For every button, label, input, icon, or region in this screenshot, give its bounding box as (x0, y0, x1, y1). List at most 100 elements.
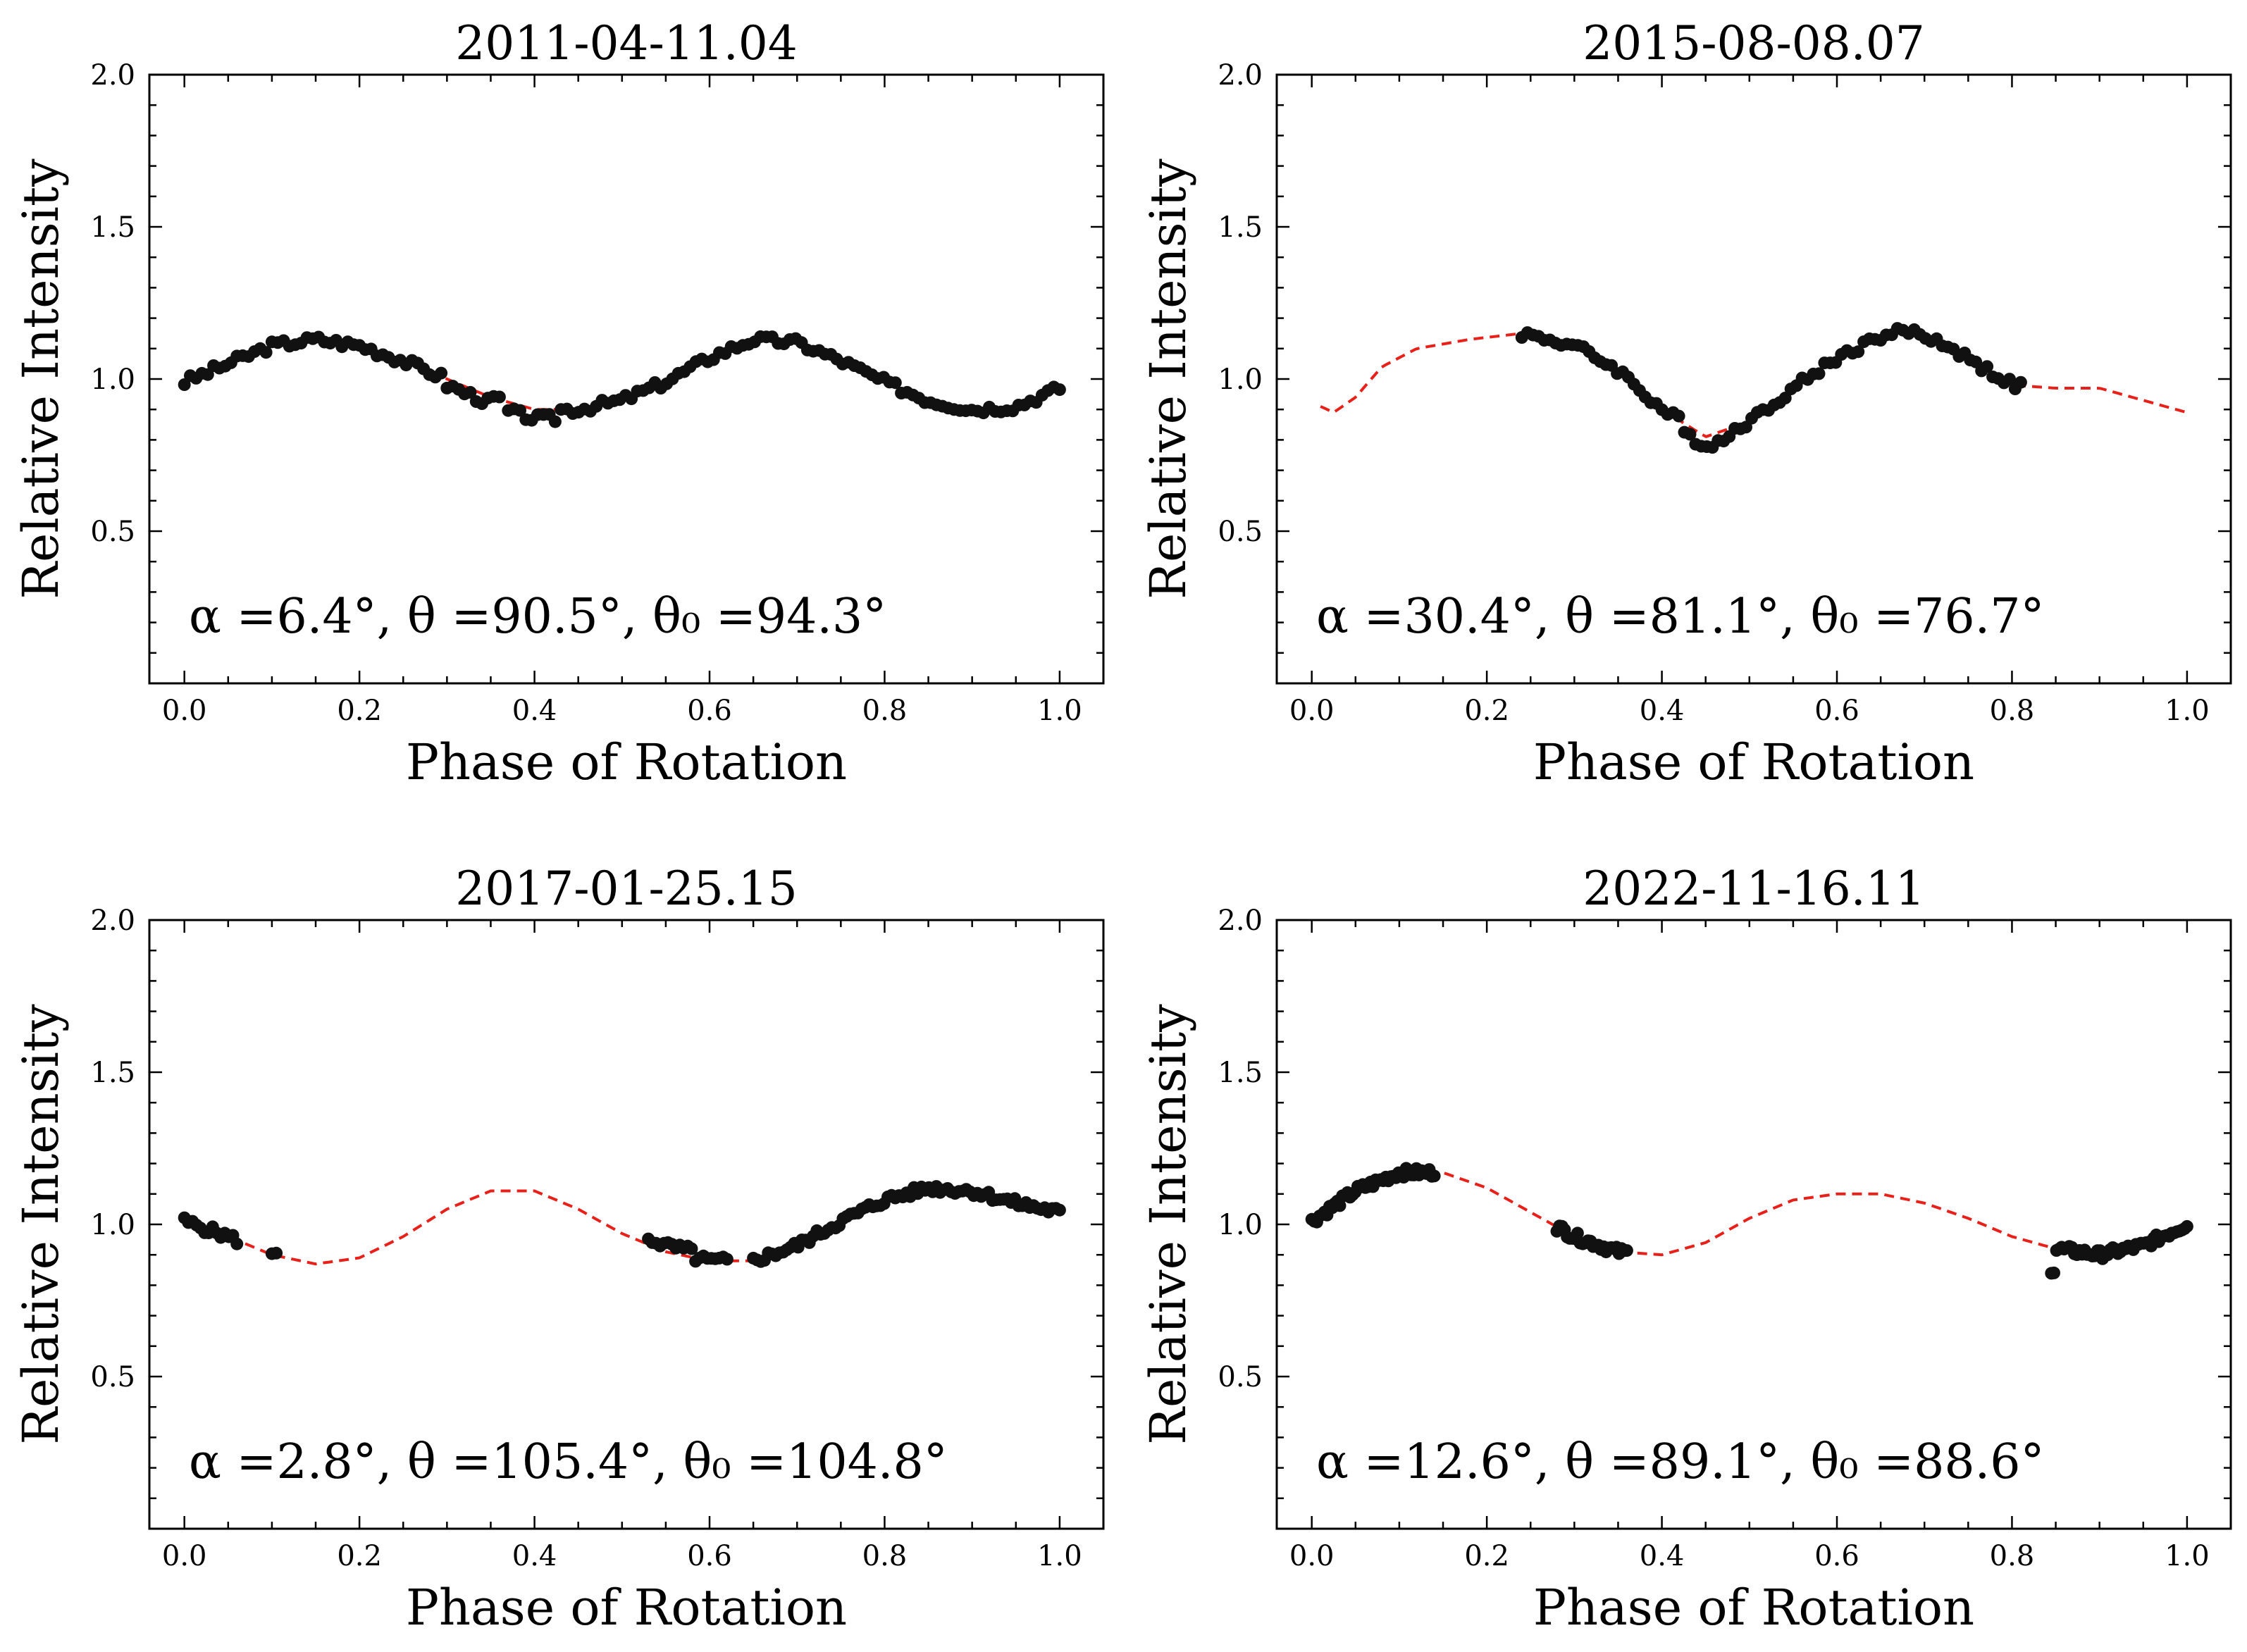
x-tick-label: 1.0 (2165, 695, 2210, 727)
x-tick-label: 0.4 (512, 1540, 557, 1572)
data-point (270, 1246, 283, 1260)
y-tick-label: 0.5 (1218, 516, 1263, 548)
y-tick-label: 1.0 (1218, 1209, 1263, 1241)
x-axis: 0.0 0.2 0.4 0.6 0.8 1.0 (162, 75, 1082, 727)
model-curve (184, 1186, 1060, 1266)
y-tick-label: 1.0 (1218, 364, 1263, 396)
observed-points (1305, 1162, 2193, 1280)
y-axis: 0.5 1.0 1.5 2.0 (90, 59, 1103, 685)
data-point (1571, 1226, 1584, 1240)
y-axis-label: Relative Intensity (1139, 159, 1197, 600)
x-axis: 0.0 0.2 0.4 0.6 0.8 1.0 (1289, 75, 2210, 727)
y-tick-label: 0.5 (90, 1361, 135, 1393)
y-axis: 0.5 1.0 1.5 2.0 (1218, 59, 2231, 685)
data-point (2048, 1266, 2060, 1279)
data-point (685, 1242, 698, 1255)
y-axis-label: Relative Intensity (12, 1004, 70, 1445)
chart-title: 2015-08-08.07 (1583, 16, 1925, 70)
x-tick-label: 0.6 (1814, 695, 1859, 727)
data-point (2003, 373, 2016, 386)
data-point (178, 378, 191, 391)
y-tick-label: 1.0 (90, 1209, 135, 1241)
x-tick-label: 0.8 (862, 695, 908, 727)
y-tick-label: 1.5 (90, 211, 135, 244)
y-tick-label: 2.0 (1218, 59, 1263, 92)
data-point (1812, 367, 1826, 380)
data-point (201, 368, 214, 381)
subplot-2: 2015-08-08.07 0.0 0.2 0.4 0.6 0.8 1.0 Phase of … (1139, 16, 2232, 791)
parameter-annotation: α =30.4°, θ =81.1°, θ₀ =76.7° (1316, 589, 2045, 645)
data-point (720, 1253, 733, 1266)
x-tick-label: 0.4 (1640, 695, 1685, 727)
x-tick-label: 0.2 (337, 695, 382, 727)
y-tick-label: 1.0 (90, 364, 135, 396)
x-tick-label: 0.2 (337, 1540, 382, 1572)
y-tick-label: 2.0 (1218, 905, 1263, 937)
x-tick-label: 1.0 (1037, 1540, 1082, 1572)
x-tick-label: 0.0 (1289, 695, 1335, 727)
x-axis: 0.0 0.2 0.4 0.6 0.8 1.0 (162, 920, 1082, 1572)
x-tick-label: 1.0 (2165, 1540, 2210, 1572)
x-axis-label: Phase of Rotation (1533, 1579, 1974, 1637)
observed-points (1515, 322, 2027, 454)
data-point (1053, 383, 1066, 397)
x-tick-label: 0.8 (862, 1540, 908, 1572)
data-point (1428, 1169, 1441, 1183)
y-axis: 0.5 1.0 1.5 2.0 (90, 905, 1103, 1530)
y-tick-label: 0.5 (1218, 1361, 1263, 1393)
data-point (493, 390, 506, 404)
x-axis: 0.0 0.2 0.4 0.6 0.8 1.0 (1289, 920, 2210, 1572)
x-tick-label: 0.8 (1990, 1540, 2035, 1572)
x-tick-label: 0.0 (162, 695, 207, 727)
x-axis-label: Phase of Rotation (406, 733, 847, 791)
parameter-annotation: α =6.4°, θ =90.5°, θ₀ =94.3° (189, 589, 886, 645)
subplot-1: 2011-04-11.04 0.0 0.2 0.4 0.6 0.8 1.0 Phase of … (12, 16, 1105, 791)
x-axis-label: Phase of Rotation (1533, 733, 1974, 791)
y-tick-label: 2.0 (90, 59, 135, 92)
x-tick-label: 0.0 (1289, 1540, 1335, 1572)
data-point (435, 366, 448, 380)
y-tick-label: 2.0 (90, 905, 135, 937)
observed-points (178, 1180, 1066, 1268)
data-point (1672, 409, 1685, 423)
x-tick-label: 0.4 (512, 695, 557, 727)
x-tick-label: 0.4 (1640, 1540, 1685, 1572)
y-tick-label: 1.5 (1218, 211, 1263, 244)
chart-title: 2017-01-25.15 (455, 862, 798, 916)
data-point (889, 376, 902, 390)
x-axis-label: Phase of Rotation (406, 1579, 847, 1637)
data-point (548, 415, 562, 428)
y-axis: 0.5 1.0 1.5 2.0 (1218, 905, 2231, 1530)
observed-points (178, 330, 1066, 428)
data-point (230, 1237, 244, 1250)
y-axis-label: Relative Intensity (1139, 1004, 1197, 1445)
model-curve (1311, 1171, 2188, 1257)
data-point (1333, 1199, 1347, 1212)
x-tick-label: 0.2 (1464, 695, 1509, 727)
chart-title: 2011-04-11.04 (455, 16, 798, 70)
data-point (514, 404, 526, 417)
data-point (2014, 375, 2027, 389)
x-tick-label: 0.6 (1814, 1540, 1859, 1572)
subplot-3: 2017-01-25.15 0.0 0.2 0.4 0.6 0.8 1.0 Phase of … (12, 862, 1105, 1637)
parameter-annotation: α =2.8°, θ =105.4°, θ₀ =104.8° (189, 1434, 948, 1490)
x-tick-label: 0.6 (687, 695, 732, 727)
x-tick-label: 0.8 (1990, 695, 2035, 727)
data-point (1053, 1203, 1066, 1217)
data-point (1852, 345, 1865, 359)
chart-title: 2022-11-16.11 (1583, 862, 1925, 916)
parameter-annotation: α =12.6°, θ =89.1°, θ₀ =88.6° (1316, 1434, 2045, 1490)
y-tick-label: 0.5 (90, 516, 135, 548)
y-axis-label: Relative Intensity (12, 159, 70, 600)
x-tick-label: 1.0 (1037, 695, 1082, 727)
data-point (1778, 392, 1792, 404)
data-point (259, 346, 273, 359)
data-point (1981, 360, 1994, 373)
y-tick-label: 1.5 (1218, 1057, 1263, 1089)
data-point (1620, 1244, 1633, 1257)
subplot-4: 2022-11-16.11 0.0 0.2 0.4 0.6 0.8 1.0 Phase of … (1139, 862, 2232, 1637)
y-tick-label: 1.5 (90, 1057, 135, 1089)
data-point (1683, 428, 1697, 441)
data-point (2180, 1219, 2193, 1233)
